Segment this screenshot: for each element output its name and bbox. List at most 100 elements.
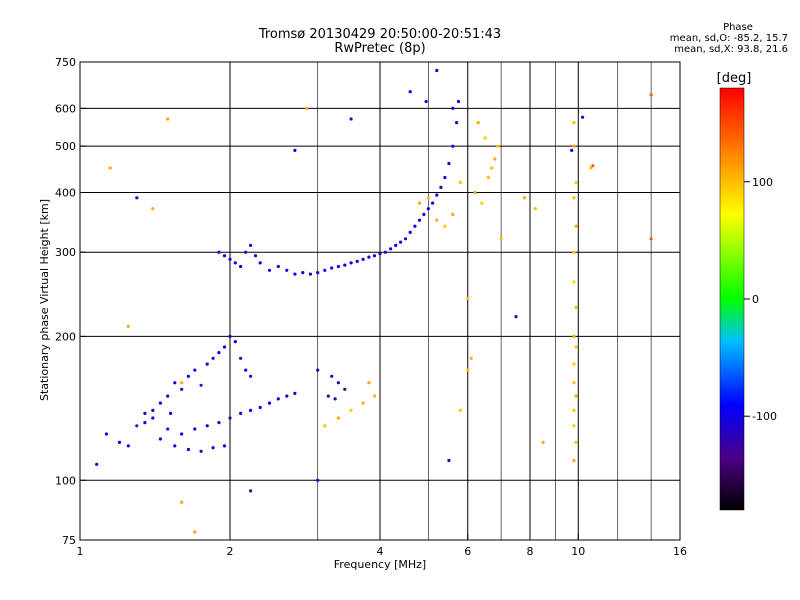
data-point (222, 345, 227, 349)
data-point (249, 243, 253, 247)
data-point (572, 408, 576, 412)
x-tick-label: 10 (571, 545, 585, 558)
data-point (166, 117, 170, 121)
data-point (166, 427, 170, 431)
data-point (158, 437, 162, 441)
data-point (249, 374, 253, 378)
data-point (205, 424, 209, 428)
data-point (316, 368, 320, 372)
data-point (572, 144, 576, 148)
data-point (447, 458, 451, 463)
y-tick-label: 300 (55, 246, 76, 259)
data-point (222, 444, 227, 448)
data-point (458, 180, 462, 184)
data-point (249, 408, 253, 412)
data-point (199, 449, 203, 453)
data-point (293, 148, 297, 152)
data-point (574, 305, 578, 309)
data-point (228, 334, 232, 338)
data-point (193, 530, 197, 534)
y-axis-label: Stationary phase Virtual Height [km] (38, 199, 51, 401)
y-tick-label: 400 (55, 186, 76, 199)
data-point (514, 315, 518, 319)
data-point (151, 416, 155, 420)
data-point (417, 201, 422, 205)
y-tick-label: 500 (55, 140, 76, 153)
colorbar (719, 87, 745, 511)
data-point (239, 356, 243, 360)
data-point (330, 266, 334, 270)
data-point (186, 447, 190, 452)
data-point (117, 440, 122, 444)
data-point (408, 230, 412, 234)
data-point (443, 224, 447, 228)
data-point (480, 201, 484, 205)
data-point (193, 368, 197, 372)
grid-lines (80, 62, 680, 540)
data-point (490, 166, 494, 170)
data-point (574, 394, 578, 398)
data-point (426, 196, 430, 200)
data-point (316, 478, 320, 482)
data-point (135, 196, 139, 200)
data-point (186, 374, 190, 378)
data-point (422, 212, 426, 216)
colorbar-tick-label: 100 (752, 176, 773, 189)
data-point (572, 458, 576, 463)
data-point (413, 224, 417, 228)
data-point (443, 175, 447, 180)
data-point (349, 408, 353, 412)
data-point (126, 324, 130, 328)
data-point (108, 166, 112, 170)
data-point (173, 444, 177, 448)
data-point (323, 268, 327, 272)
data-point (466, 368, 470, 372)
data-point (217, 351, 221, 355)
data-point (222, 254, 227, 258)
y-tick-label: 100 (55, 474, 76, 487)
x-tick-label: 6 (464, 545, 471, 558)
data-point (361, 401, 365, 405)
data-point (458, 408, 462, 412)
data-point (426, 207, 430, 211)
data-points (95, 68, 653, 534)
data-point (473, 190, 477, 195)
x-tick-label: 1 (77, 545, 84, 558)
data-point (455, 121, 459, 125)
data-point (276, 264, 280, 269)
colorbar-tick-label: -100 (752, 410, 777, 423)
data-point (394, 243, 398, 247)
data-point (574, 224, 578, 228)
phase-stat-x: mean, sd,X: 93.8, 21.6 (674, 44, 788, 55)
data-point (417, 218, 422, 222)
data-point (336, 264, 340, 269)
colorbar-tick-label: 0 (752, 293, 759, 306)
data-point (574, 440, 578, 444)
data-point (522, 196, 527, 200)
y-tick-label: 200 (55, 330, 76, 343)
data-point (193, 427, 197, 431)
data-point (343, 263, 347, 267)
data-point (572, 196, 576, 200)
colorbar-unit-label: [deg] (717, 71, 752, 86)
chart-subtitle: RwPretec (8p) (334, 41, 426, 56)
y-tick-label: 750 (55, 56, 76, 69)
data-point (336, 416, 340, 420)
data-point (447, 161, 451, 166)
data-point (239, 411, 243, 415)
data-point (239, 264, 243, 269)
data-point (572, 250, 576, 254)
data-point (135, 424, 139, 428)
data-point (483, 136, 487, 140)
data-point (180, 500, 184, 504)
data-point (435, 218, 439, 222)
data-point (349, 117, 353, 121)
data-point (493, 157, 497, 161)
data-point (383, 250, 387, 254)
data-point (451, 106, 455, 110)
data-point (439, 185, 443, 189)
data-point (228, 416, 232, 420)
data-point (244, 368, 248, 372)
data-point (649, 93, 653, 97)
